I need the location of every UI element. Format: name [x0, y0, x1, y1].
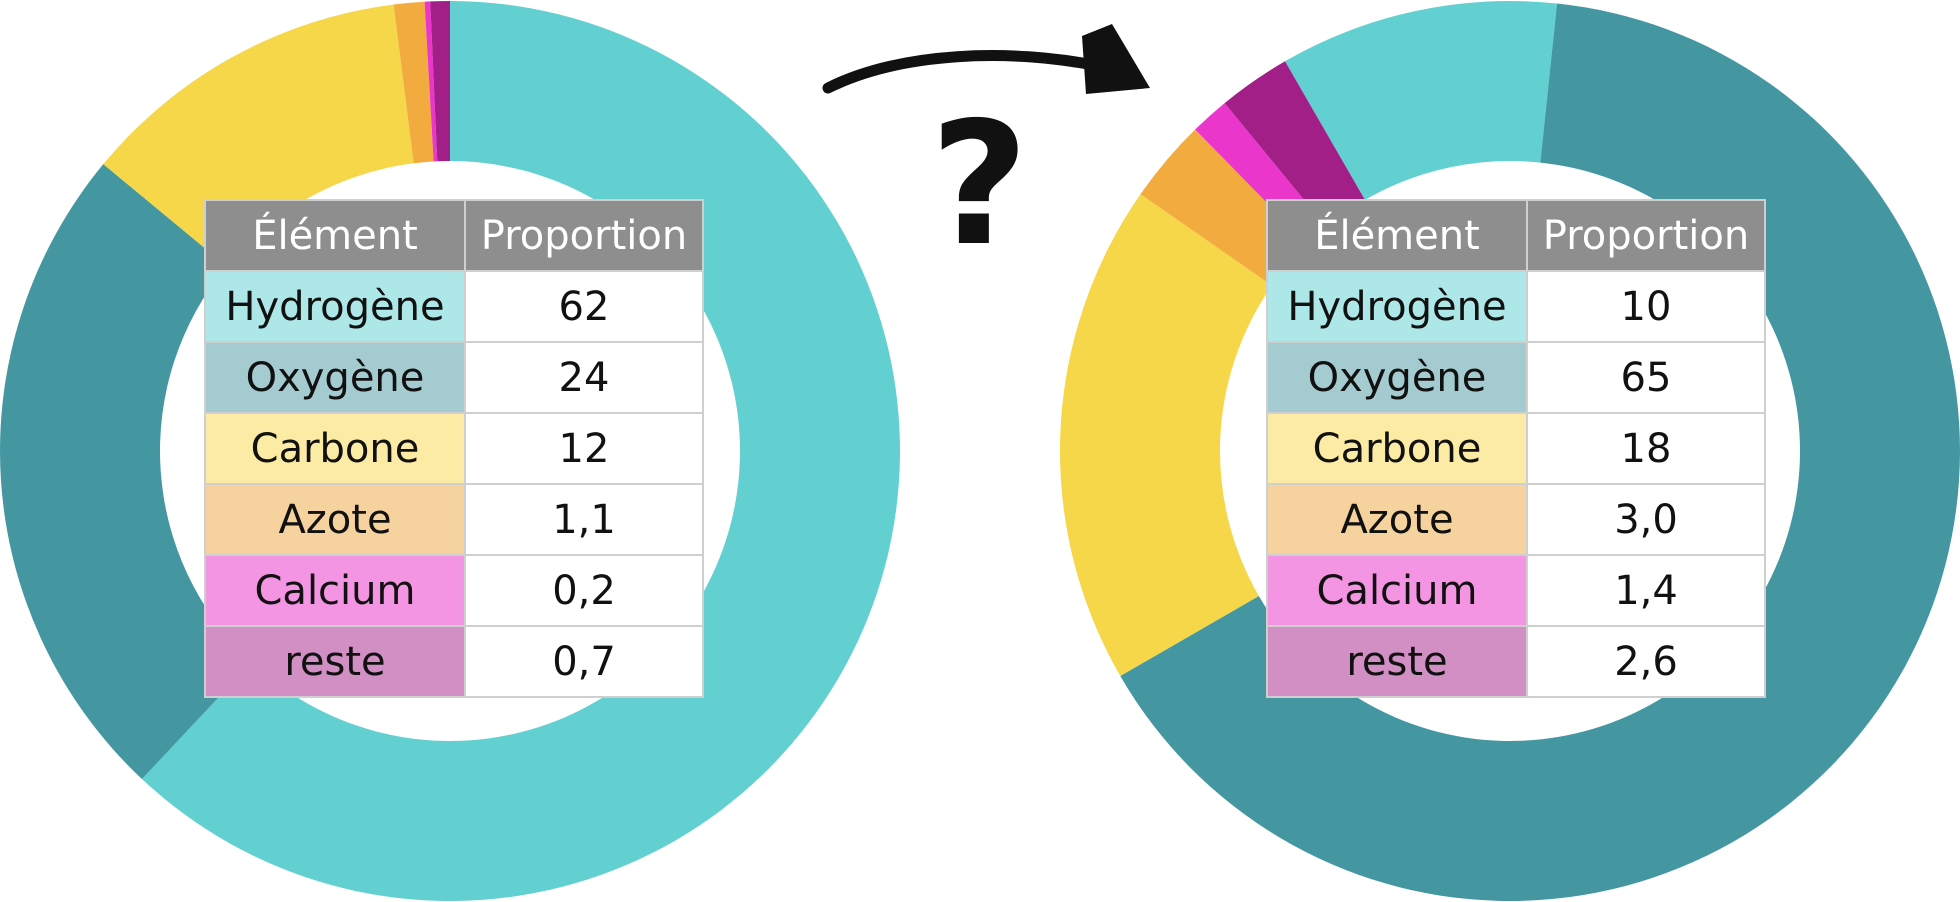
- donut-slice-oxygene: [0, 164, 252, 780]
- donut-slice-reste: [430, 1, 450, 162]
- donut-slice-carbone: [1060, 194, 1272, 676]
- row-value-oxygene: 24: [464, 341, 704, 414]
- row-label-carbone: Carbone: [204, 412, 466, 485]
- table-row: Calcium 1,4: [1266, 554, 1766, 627]
- donut-slice-calcium: [424, 1, 438, 162]
- table-row: Azote 1,1: [204, 483, 704, 556]
- row-value-hydrogene: 62: [464, 270, 704, 343]
- donut-chart-body-composition-left: [0, 1, 900, 901]
- row-label-calcium: Calcium: [1266, 554, 1528, 627]
- row-value-reste: 2,6: [1526, 625, 1766, 698]
- donut-slice-reste: [1224, 61, 1365, 227]
- curved-arrow-icon: [822, 24, 1150, 94]
- header-proportion: Proportion: [464, 199, 704, 272]
- table-right: Élément Proportion Hydrogène 10 Oxygène …: [1266, 199, 1766, 698]
- table-header-row: Élément Proportion: [1266, 199, 1766, 272]
- row-label-hydrogene: Hydrogène: [204, 270, 466, 343]
- row-label-reste: reste: [1266, 625, 1528, 698]
- table-left: Élément Proportion Hydrogène 62 Oxygène …: [204, 199, 704, 698]
- row-value-calcium: 0,2: [464, 554, 704, 627]
- donut-slice-hydrogene: [1285, 0, 1558, 200]
- row-label-hydrogene: Hydrogène: [1266, 270, 1528, 343]
- header-proportion: Proportion: [1526, 199, 1766, 272]
- donut-slice-azote: [1140, 129, 1308, 286]
- table-row: Hydrogène 62: [204, 270, 704, 343]
- donut-slice-carbone: [103, 4, 414, 267]
- table-row: Oxygène 24: [204, 341, 704, 414]
- table-row: reste 0,7: [204, 625, 704, 698]
- table-row: Azote 3,0: [1266, 483, 1766, 556]
- row-label-carbone: Carbone: [1266, 412, 1528, 485]
- row-value-oxygene: 65: [1526, 341, 1766, 414]
- header-element: Élément: [204, 199, 466, 272]
- row-value-azote: 1,1: [464, 483, 704, 556]
- table-row: Carbone 12: [204, 412, 704, 485]
- row-label-calcium: Calcium: [204, 554, 466, 627]
- row-label-azote: Azote: [1266, 483, 1528, 556]
- table-row: Carbone 18: [1266, 412, 1766, 485]
- row-value-reste: 0,7: [464, 625, 704, 698]
- table-header-row: Élément Proportion: [204, 199, 704, 272]
- row-label-azote: Azote: [204, 483, 466, 556]
- row-value-azote: 3,0: [1526, 483, 1766, 556]
- row-value-carbone: 18: [1526, 412, 1766, 485]
- table-row: reste 2,6: [1266, 625, 1766, 698]
- row-label-oxygene: Oxygène: [204, 341, 466, 414]
- row-value-calcium: 1,4: [1526, 554, 1766, 627]
- question-mark: ?: [930, 86, 1029, 284]
- row-value-carbone: 12: [464, 412, 704, 485]
- row-value-hydrogene: 10: [1526, 270, 1766, 343]
- donut-slice-azote: [393, 1, 434, 164]
- row-label-oxygene: Oxygène: [1266, 341, 1528, 414]
- header-element: Élément: [1266, 199, 1528, 272]
- table-row: Hydrogène 10: [1266, 270, 1766, 343]
- table-row: Calcium 0,2: [204, 554, 704, 627]
- donut-slice-hydrogene: [141, 1, 900, 901]
- table-row: Oxygène 65: [1266, 341, 1766, 414]
- row-label-reste: reste: [204, 625, 466, 698]
